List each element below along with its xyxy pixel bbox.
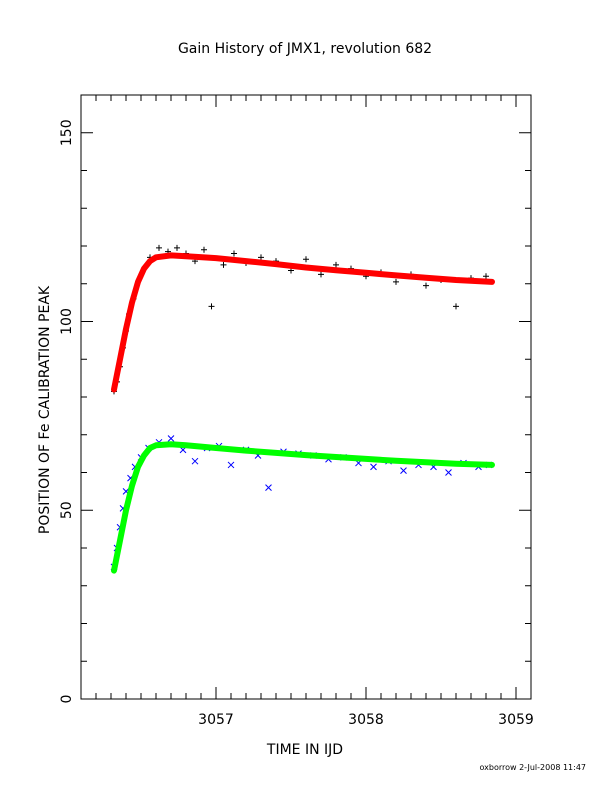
data-point [303, 256, 309, 263]
x-tick-label: 3059 [498, 712, 534, 728]
data-point [174, 244, 180, 251]
data-point [445, 469, 452, 476]
plot-frame [80, 94, 532, 700]
data-point [231, 250, 237, 257]
chart-title: Gain History of JMX1, revolution 682 [178, 41, 432, 57]
data-point [483, 273, 489, 280]
data-point [208, 303, 215, 310]
x-tick-label: 3058 [348, 712, 384, 728]
data-point [423, 282, 429, 289]
fit-line-3 [111, 441, 495, 574]
data-point [167, 435, 175, 442]
y-axis-label: POSITION OF Fe CALIBRATION PEAK [37, 285, 53, 534]
data-point [227, 461, 235, 469]
x-axis: 3057 3058 3059 [95, 95, 534, 728]
data-point [191, 457, 199, 465]
x-axis-label: TIME IN IJD [266, 742, 343, 758]
data-point [370, 463, 377, 471]
plot-area [110, 244, 495, 574]
data-point [265, 484, 272, 491]
y-tick-label: 50 [59, 501, 75, 519]
footer-stamp: oxborrow 2-Jul-2008 11:47 [479, 763, 586, 772]
data-point [393, 278, 399, 285]
data-point [333, 261, 339, 268]
x-tick-label: 3057 [198, 712, 234, 728]
data-point [318, 271, 324, 278]
data-point [400, 467, 407, 474]
y-tick-label: 150 [59, 119, 75, 146]
y-axis: 0 50 100 150 [59, 94, 531, 704]
data-point [156, 244, 162, 251]
y-tick-label: 100 [59, 308, 75, 335]
y-tick-label: 0 [59, 695, 75, 704]
data-point [220, 261, 227, 268]
data-point [453, 303, 459, 310]
fit-line-2 [111, 252, 495, 393]
data-point [258, 254, 264, 261]
data-point [201, 246, 207, 253]
